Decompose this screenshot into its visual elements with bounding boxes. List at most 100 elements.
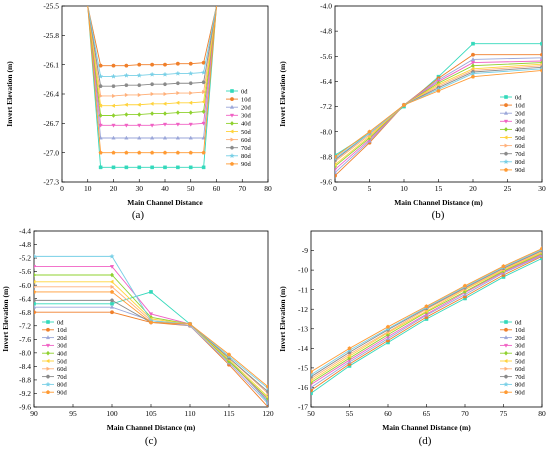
data-point-20d xyxy=(109,304,115,309)
legend-marker xyxy=(503,374,509,379)
y-tick-label: -5.6 xyxy=(19,267,31,276)
data-point-0d xyxy=(201,165,206,170)
legend-marker xyxy=(503,119,509,124)
legend-marker xyxy=(45,358,50,364)
data-point-30d xyxy=(148,312,154,317)
data-point-70d xyxy=(111,84,116,88)
y-tick-label: -11 xyxy=(298,285,308,294)
y-tick-label: -26.4 xyxy=(43,90,59,99)
x-tick-label: 60 xyxy=(213,184,221,193)
legend-marker xyxy=(503,381,509,387)
data-point-50d xyxy=(111,103,115,108)
plot-frame xyxy=(334,5,543,183)
data-point-0d xyxy=(98,165,103,170)
data-point-80d xyxy=(175,70,181,76)
data-point-90d xyxy=(34,289,37,294)
y-tick-label: -4.0 xyxy=(320,2,332,11)
legend-marker xyxy=(46,366,51,371)
x-axis-title: Main Channel Distance (m) xyxy=(382,423,471,432)
legend-marker xyxy=(504,366,509,371)
data-point-90d xyxy=(347,346,352,351)
legend-entry: 90d xyxy=(515,390,526,397)
series-line-80d xyxy=(34,255,268,389)
data-point-20d xyxy=(150,135,155,140)
data-point-90d xyxy=(462,283,468,288)
series-line-10d xyxy=(335,54,542,177)
legend-entry: 50d xyxy=(515,358,526,365)
y-axis-title: Invert Elevation (m) xyxy=(278,61,287,127)
legend-entry: 60d xyxy=(515,143,526,150)
data-point-90d xyxy=(367,129,372,134)
y-tick-label: -4.4 xyxy=(19,227,31,236)
legend-marker xyxy=(504,95,508,99)
series-line-40d xyxy=(87,6,217,116)
data-point-0d xyxy=(149,290,153,294)
data-point-80d xyxy=(109,253,115,259)
data-point-90d xyxy=(539,246,542,251)
legend-entry: 0d xyxy=(515,319,522,326)
legend-marker xyxy=(46,327,50,332)
legend-marker xyxy=(45,350,51,356)
legend-entry: 90d xyxy=(57,390,68,397)
legend-marker xyxy=(503,350,509,356)
data-point-60d xyxy=(150,91,155,97)
x-tick-label: 20 xyxy=(110,184,118,193)
data-point-90d xyxy=(187,321,193,326)
y-tick-label: -8.8 xyxy=(320,152,332,161)
legend-marker xyxy=(503,343,509,348)
x-tick-label: 80 xyxy=(264,184,272,193)
data-point-70d xyxy=(34,298,37,303)
y-tick-label: -8.4 xyxy=(19,362,31,371)
series-line-10d xyxy=(87,6,217,67)
panel-a: 0 10 20 30 40 50 60 70 80 -27.3 -27.0 -26.7 -26.4 -26… xyxy=(5,2,272,221)
data-point-90d xyxy=(265,384,268,389)
data-point-20d xyxy=(188,135,193,140)
data-point-10d xyxy=(311,388,313,393)
data-point-80d xyxy=(123,72,130,78)
legend-marker xyxy=(229,129,234,134)
data-point-70d xyxy=(201,80,206,85)
data-point-70d xyxy=(188,81,193,86)
data-point-40d xyxy=(150,111,155,116)
x-tick-label: 0 xyxy=(60,184,64,193)
data-point-0d xyxy=(471,41,475,46)
legend-entry: 60d xyxy=(241,137,252,144)
legend-marker xyxy=(45,343,51,348)
data-point-20d xyxy=(124,135,129,140)
legend-entry: 10d xyxy=(515,327,526,334)
legend-entry: 40d xyxy=(241,121,252,128)
y-tick-label: -8.0 xyxy=(19,348,31,357)
legend-marker xyxy=(229,104,235,109)
y-tick-label: -27.3 xyxy=(43,178,59,187)
data-point-80d xyxy=(162,71,168,77)
data-point-60d xyxy=(99,93,103,99)
data-point-70d xyxy=(124,83,129,87)
x-tick-label: 20 xyxy=(469,184,477,193)
series-line-0d xyxy=(311,257,542,394)
data-point-70d xyxy=(137,83,142,87)
x-tick-label: 10 xyxy=(84,184,92,193)
data-point-40d xyxy=(137,112,142,117)
data-point-0d xyxy=(163,165,167,170)
legend-entry: 70d xyxy=(57,374,68,381)
data-point-70d xyxy=(98,84,103,88)
data-point-20d xyxy=(111,135,116,140)
legend-entry: 90d xyxy=(515,167,526,174)
legend-entry: 80d xyxy=(515,159,526,166)
legend-entry: 0d xyxy=(515,94,522,101)
data-point-90d xyxy=(436,88,441,93)
data-point-90d xyxy=(98,150,103,155)
data-point-20d xyxy=(162,135,168,140)
y-tick-label: -7.6 xyxy=(19,335,31,344)
data-point-90d xyxy=(137,150,142,155)
data-point-60d xyxy=(163,91,168,97)
series-line-20d xyxy=(335,57,542,173)
x-tick-label: 70 xyxy=(239,184,247,193)
x-tick-label: 80 xyxy=(538,409,546,418)
data-point-50d xyxy=(124,102,128,107)
series-group xyxy=(311,246,542,396)
data-point-80d xyxy=(470,70,476,76)
legend-marker xyxy=(504,327,508,332)
data-point-90d xyxy=(175,150,180,155)
